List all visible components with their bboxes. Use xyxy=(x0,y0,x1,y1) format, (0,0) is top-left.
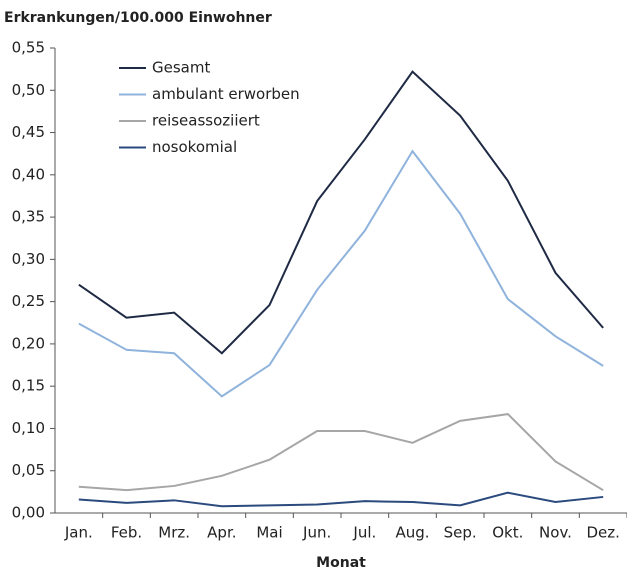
series-line xyxy=(78,413,604,492)
legend-label: Gesamt xyxy=(152,59,210,77)
x-tick-label: Apr. xyxy=(207,524,236,542)
y-tick-label: 0,55 xyxy=(12,39,45,57)
y-tick-label: 0,15 xyxy=(12,377,45,395)
x-tick-label: Mrz. xyxy=(158,524,190,542)
y-tick-label: 0,35 xyxy=(12,208,45,226)
x-tick-label: Okt. xyxy=(492,524,523,542)
series-line xyxy=(78,149,604,398)
x-tick-label: Jul. xyxy=(352,524,376,542)
x-tick-label: Dez. xyxy=(586,524,619,542)
x-tick-label: Jan. xyxy=(64,524,93,542)
y-tick-label: 0,45 xyxy=(12,123,45,141)
y-tick-label: 0,40 xyxy=(12,165,45,183)
x-tick-label: Feb. xyxy=(111,524,142,542)
legend-label: ambulant erworben xyxy=(152,85,300,103)
series-line xyxy=(78,491,604,508)
y-tick-label: 0,10 xyxy=(12,419,45,437)
y-tick-label: 0,50 xyxy=(12,81,45,99)
legend-label: nosokomial xyxy=(152,138,237,156)
x-axis-label: Monat xyxy=(316,555,366,571)
x-tick-label: Sep. xyxy=(444,524,477,542)
x-tick-label: Nov. xyxy=(539,524,572,542)
chart-title: Erkrankungen/100.000 Einwohner xyxy=(4,10,272,26)
y-tick-label: 0,00 xyxy=(12,504,45,522)
legend-label: reiseassoziiert xyxy=(152,112,260,130)
x-tick-label: Jun. xyxy=(302,524,331,542)
x-tick-label: Aug. xyxy=(395,524,429,542)
series-line xyxy=(78,70,604,355)
x-tick-label: Mai xyxy=(256,524,282,542)
y-tick-label: 0,25 xyxy=(12,292,45,310)
y-tick-label: 0,30 xyxy=(12,250,45,268)
y-tick-label: 0,20 xyxy=(12,334,45,352)
y-tick-label: 0,05 xyxy=(12,461,45,479)
